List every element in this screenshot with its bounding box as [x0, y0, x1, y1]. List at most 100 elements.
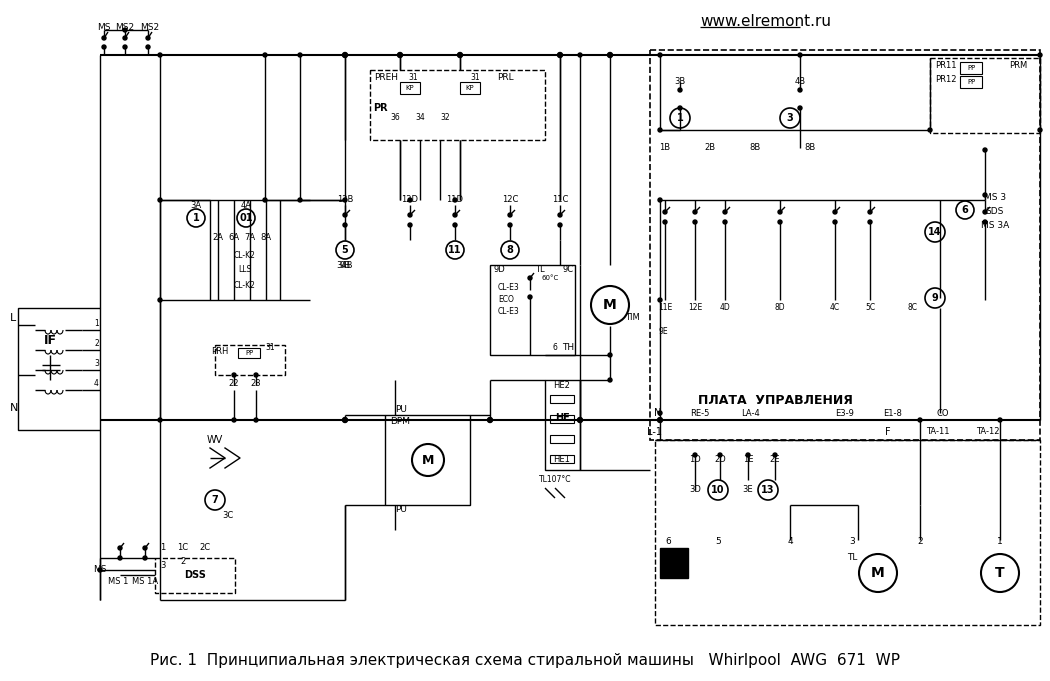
Circle shape [983, 193, 987, 197]
Text: 2: 2 [918, 537, 923, 546]
Circle shape [158, 198, 162, 202]
Bar [210, 200, 280, 300]
Circle shape [918, 418, 922, 422]
Text: 31: 31 [470, 74, 480, 82]
Text: 3D: 3D [689, 486, 701, 494]
Circle shape [693, 220, 697, 224]
Circle shape [983, 220, 987, 224]
Circle shape [558, 52, 563, 57]
Text: 6: 6 [665, 537, 671, 546]
Bar [215, 345, 285, 375]
Bar [550, 435, 574, 443]
Text: 12B: 12B [337, 195, 353, 204]
Circle shape [833, 220, 837, 224]
Circle shape [453, 223, 457, 227]
Text: 5: 5 [715, 537, 721, 546]
Circle shape [678, 88, 683, 92]
Text: 22: 22 [229, 379, 239, 387]
Text: 4D: 4D [719, 304, 731, 313]
Text: 11D: 11D [446, 195, 463, 204]
Text: HE2: HE2 [553, 381, 570, 390]
Circle shape [868, 220, 871, 224]
Circle shape [232, 373, 236, 377]
Circle shape [983, 148, 987, 152]
Text: MS: MS [93, 565, 107, 575]
Circle shape [158, 53, 162, 57]
Text: 2E: 2E [770, 456, 780, 464]
Text: 8B: 8B [750, 144, 760, 153]
Circle shape [778, 210, 782, 214]
Circle shape [488, 418, 492, 422]
Circle shape [254, 418, 258, 422]
Bar [400, 82, 420, 94]
Circle shape [343, 53, 346, 57]
Text: 13: 13 [761, 485, 775, 495]
Circle shape [693, 210, 697, 214]
Circle shape [98, 568, 102, 572]
Circle shape [678, 106, 683, 110]
Text: 12D: 12D [401, 195, 419, 204]
Text: 9: 9 [931, 293, 939, 303]
Circle shape [298, 198, 302, 202]
Text: PRM: PRM [1009, 61, 1027, 71]
Text: 1: 1 [161, 543, 166, 552]
Text: CL-E3: CL-E3 [498, 283, 520, 293]
Circle shape [746, 453, 750, 457]
Text: MS: MS [98, 24, 110, 33]
Text: HE: HE [554, 413, 569, 423]
Circle shape [398, 52, 402, 57]
Text: PR11: PR11 [934, 61, 957, 71]
Circle shape [232, 418, 236, 422]
Bar [550, 395, 574, 403]
Text: HE1: HE1 [553, 456, 570, 464]
Text: 12E: 12E [688, 304, 702, 313]
Circle shape [143, 546, 147, 550]
Circle shape [798, 106, 802, 110]
Circle shape [558, 213, 562, 217]
Text: PR12: PR12 [934, 76, 957, 84]
Circle shape [342, 417, 348, 422]
Circle shape [868, 210, 871, 214]
Circle shape [558, 53, 562, 57]
Circle shape [693, 453, 697, 457]
Text: 1E: 1E [742, 456, 753, 464]
Circle shape [146, 45, 150, 49]
Circle shape [342, 52, 348, 57]
Circle shape [453, 198, 457, 202]
Bar [655, 440, 1040, 625]
Text: E3-9: E3-9 [836, 409, 855, 417]
Text: 1C: 1C [177, 543, 189, 552]
Text: PP: PP [245, 350, 253, 356]
Text: TL: TL [536, 266, 545, 274]
Circle shape [262, 198, 267, 202]
Circle shape [663, 210, 667, 214]
Text: Рис. 1  Принципиальная электрическая схема стиральной машины   Whirlpool  AWG  6: Рис. 1 Принципиальная электрическая схем… [150, 652, 900, 667]
Circle shape [343, 418, 346, 422]
Circle shape [102, 36, 106, 40]
Text: TA-12: TA-12 [976, 428, 1000, 437]
Text: PP: PP [967, 65, 975, 71]
Circle shape [528, 276, 532, 280]
Text: LLS: LLS [238, 266, 252, 274]
Circle shape [458, 52, 462, 57]
Text: 31: 31 [408, 74, 418, 82]
Bar [238, 348, 260, 358]
Text: 10: 10 [711, 485, 724, 495]
Text: 2A: 2A [212, 234, 224, 242]
Circle shape [528, 295, 532, 299]
Text: N: N [10, 403, 19, 413]
Circle shape [928, 128, 932, 132]
Text: 1: 1 [998, 537, 1003, 546]
Circle shape [398, 53, 402, 57]
Text: IF: IF [43, 334, 57, 347]
Circle shape [578, 417, 583, 422]
Text: CO: CO [937, 409, 949, 417]
Text: M: M [603, 298, 617, 312]
Text: 1B: 1B [659, 144, 671, 153]
Circle shape [608, 378, 612, 382]
Text: 3: 3 [849, 537, 855, 546]
Text: 34B: 34B [337, 261, 353, 270]
Text: 4: 4 [788, 537, 793, 546]
Circle shape [983, 210, 987, 214]
Circle shape [298, 53, 302, 57]
